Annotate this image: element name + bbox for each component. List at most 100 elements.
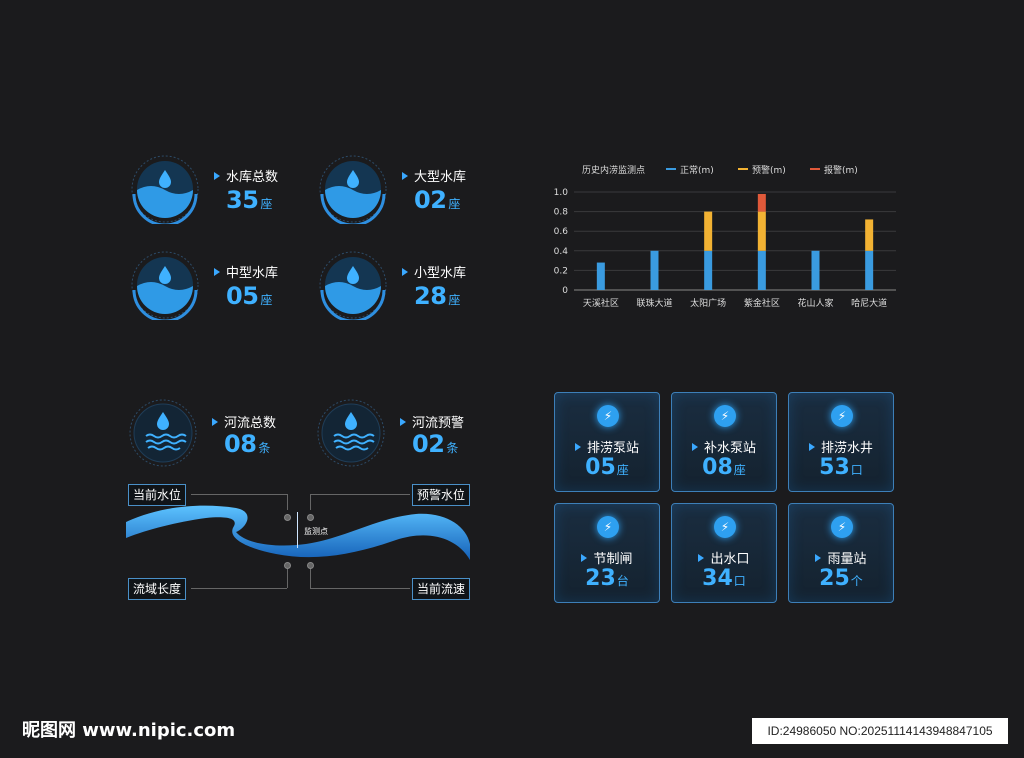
y-tick-label: 0.2 — [554, 266, 568, 276]
leader-line — [287, 568, 288, 588]
x-category-label: 天溪社区 — [583, 297, 619, 309]
reservoir-total-value: 35 座 — [226, 186, 272, 214]
bar-segment — [865, 219, 874, 251]
bar-segment — [757, 250, 766, 290]
waterlogging-bar-chart: 历史内涝监测点 正常(m) 预警(m) 报警(m) 0 0.2 0.4 0.6 0.8 1.0… — [554, 164, 896, 309]
river-total-widget: 河流总数 08 条 — [128, 398, 318, 474]
river-warning-widget: 河流预警 02 条 — [316, 398, 506, 474]
river-warning-value: 02 条 — [412, 430, 458, 458]
chart-bars — [596, 193, 874, 290]
x-category-label: 哈尼大道 — [851, 297, 887, 309]
river-wave-icon — [129, 399, 197, 467]
facility-label: 排涝泵站 — [555, 437, 659, 456]
chart-title: 历史内涝监测点 — [582, 164, 645, 176]
leader-dot — [307, 514, 314, 521]
reservoir-drop-icon — [131, 155, 199, 224]
reservoir-small-label: 小型水库 — [402, 262, 466, 281]
bar-segment — [596, 262, 605, 290]
lightning-icon: ⚡ — [831, 516, 853, 538]
reservoir-small-value: 28 座 — [414, 282, 460, 310]
x-category-label: 花山人家 — [797, 297, 833, 309]
facility-label: 出水口 — [672, 548, 776, 567]
watermark-site: 昵图网 www.nipic.com — [22, 720, 236, 741]
basin-length-tag: 流域长度 — [128, 578, 187, 600]
reservoir-total-widget: 水库总数 35 座 — [130, 154, 320, 230]
legend-swatch — [666, 168, 676, 170]
legend-swatch — [810, 168, 820, 170]
reservoir-medium-value: 05 座 — [226, 282, 272, 310]
legend-label: 正常(m) — [680, 164, 714, 176]
leader-dot — [284, 514, 291, 521]
facility-label: 排涝水井 — [789, 437, 893, 456]
bar-segment — [650, 250, 659, 290]
x-category-label: 联珠大道 — [636, 297, 672, 309]
reservoir-total-label: 水库总数 — [214, 166, 278, 185]
reservoir-medium-label: 中型水库 — [214, 262, 278, 281]
facility-card-drainage-well[interactable]: ⚡ 排涝水井 53口 — [788, 392, 894, 492]
x-category-label: 紫金社区 — [744, 297, 780, 309]
reservoir-drop-icon — [131, 251, 199, 320]
river-illustration — [126, 505, 470, 560]
bar-segment — [704, 211, 713, 251]
y-tick-label: 0.6 — [554, 227, 569, 237]
leader-line — [191, 588, 287, 589]
y-tick-label: 1.0 — [554, 188, 569, 198]
y-tick-label: 0.4 — [554, 247, 569, 257]
reservoir-large-widget: 大型水库 02 座 — [318, 154, 508, 230]
legend-swatch — [738, 168, 748, 170]
bar-segment — [811, 250, 820, 290]
chart-x-axis: 天溪社区 联珠大道 太阳广场 紫金社区 花山人家 哈尼大道 — [583, 297, 887, 309]
facility-card-rain-gauge[interactable]: ⚡ 雨量站 25个 — [788, 503, 894, 603]
leader-line — [310, 494, 311, 510]
facility-label: 补水泵站 — [672, 437, 776, 456]
legend-label: 预警(m) — [752, 164, 786, 176]
leader-dot — [284, 562, 291, 569]
river-warning-label: 河流预警 — [400, 412, 464, 431]
river-total-value: 08 条 — [224, 430, 270, 458]
monitor-point-label: 监测点 — [304, 527, 328, 536]
facility-card-supply-pump[interactable]: ⚡ 补水泵站 08座 — [671, 392, 777, 492]
lightning-icon: ⚡ — [597, 516, 619, 538]
lightning-icon: ⚡ — [714, 405, 736, 427]
y-tick-label: 0 — [562, 286, 568, 296]
lightning-icon: ⚡ — [597, 405, 619, 427]
reservoir-drop-icon — [319, 155, 387, 224]
chart-legend: 正常(m) 预警(m) 报警(m) — [666, 164, 858, 176]
x-category-label: 太阳广场 — [690, 297, 726, 309]
reservoir-small-widget: 小型水库 28 座 — [318, 250, 508, 326]
leader-line — [310, 494, 410, 495]
leader-line — [191, 494, 287, 495]
facility-label: 节制闸 — [555, 548, 659, 567]
facility-card-outlet[interactable]: ⚡ 出水口 34口 — [671, 503, 777, 603]
bar-segment — [704, 250, 713, 290]
facility-card-drainage-pump[interactable]: ⚡ 排涝泵站 05座 — [554, 392, 660, 492]
leader-line — [310, 588, 410, 589]
facility-value: 23台 — [585, 566, 629, 591]
river-wave-icon — [317, 399, 385, 467]
facility-value: 08座 — [702, 455, 746, 480]
leader-line — [287, 494, 288, 510]
lightning-icon: ⚡ — [831, 405, 853, 427]
reservoir-drop-icon — [319, 251, 387, 320]
facility-value: 25个 — [819, 566, 863, 591]
y-tick-label: 0.8 — [554, 208, 569, 218]
chart-y-axis: 0 0.2 0.4 0.6 0.8 1.0 — [554, 188, 569, 296]
facility-card-sluice-gate[interactable]: ⚡ 节制闸 23台 — [554, 503, 660, 603]
bar-segment — [757, 211, 766, 251]
river-total-label: 河流总数 — [212, 412, 276, 431]
facility-label: 雨量站 — [789, 548, 893, 567]
facility-value: 05座 — [585, 455, 629, 480]
bar-segment — [757, 193, 766, 212]
leader-line — [310, 568, 311, 588]
facility-value: 34口 — [702, 566, 746, 591]
current-flow-rate-tag: 当前流速 — [412, 578, 471, 600]
warning-water-level-tag: 预警水位 — [412, 484, 471, 506]
reservoir-large-value: 02 座 — [414, 186, 460, 214]
current-water-level-tag: 当前水位 — [128, 484, 187, 506]
chart-grid — [574, 191, 896, 291]
monitor-point-marker — [297, 512, 298, 548]
lightning-icon: ⚡ — [714, 516, 736, 538]
legend-label: 报警(m) — [824, 164, 858, 176]
facility-value: 53口 — [819, 455, 863, 480]
reservoir-medium-widget: 中型水库 05 座 — [130, 250, 320, 326]
